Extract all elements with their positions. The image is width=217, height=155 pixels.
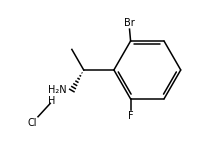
Text: Br: Br <box>124 18 135 28</box>
Text: H₂N: H₂N <box>48 86 66 95</box>
Text: F: F <box>128 111 133 121</box>
Text: Cl: Cl <box>28 118 37 128</box>
Text: H: H <box>48 96 56 106</box>
